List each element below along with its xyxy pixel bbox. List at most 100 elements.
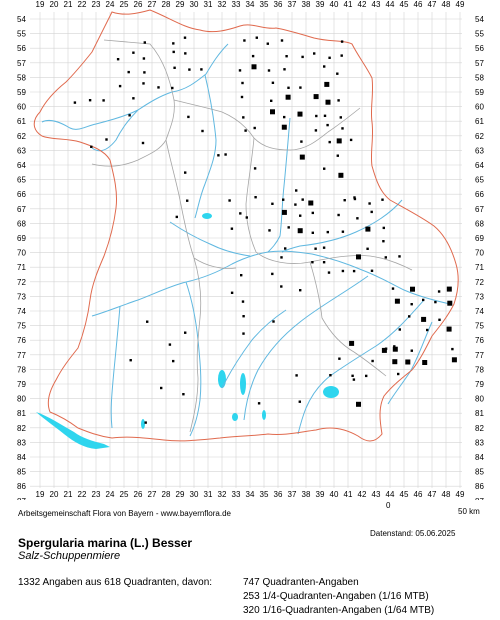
occurrence-dot	[175, 215, 178, 219]
x-label-top: 48	[442, 0, 451, 9]
x-label-top: 24	[106, 0, 115, 9]
occurrence-dot	[285, 55, 288, 58]
occurrence-dot	[184, 171, 187, 174]
x-label-bottom: 29	[176, 490, 185, 499]
occurrence-dot	[157, 86, 160, 89]
occurrence-dot	[398, 255, 401, 258]
occurrence-dot	[172, 359, 175, 363]
occurrence-dot	[283, 68, 286, 71]
y-label-left: 81	[17, 409, 26, 418]
occurrence-dot	[183, 36, 187, 39]
y-label-right: 58	[475, 73, 484, 82]
x-label-bottom: 22	[78, 490, 87, 499]
district-oberpfalz-border	[245, 137, 413, 271]
occurrence-dot	[299, 289, 302, 292]
occurrence-dot	[245, 216, 248, 219]
y-label-left: 57	[17, 59, 26, 68]
y-label-left: 65	[17, 176, 26, 185]
y-label-right: 59	[475, 88, 484, 97]
river-main	[41, 43, 229, 130]
occurrence-dot	[325, 99, 331, 105]
occurrence-dot	[368, 202, 371, 205]
occurrence-dot	[451, 357, 457, 363]
occurrence-dot	[381, 347, 387, 353]
occurrence-dot	[281, 124, 287, 130]
occurrence-dot	[172, 50, 175, 54]
occurrence-dot	[447, 300, 453, 306]
occurrence-dot	[314, 247, 317, 250]
x-label-bottom: 44	[386, 490, 395, 499]
y-label-left: 60	[17, 103, 26, 112]
y-label-left: 62	[17, 132, 26, 141]
y-label-left: 64	[17, 161, 26, 170]
occurrence-dot	[398, 328, 401, 331]
occurrence-dot	[105, 138, 108, 141]
x-label-top: 36	[274, 0, 283, 9]
x-label-top: 31	[204, 0, 213, 9]
x-label-bottom: 30	[190, 490, 199, 499]
occurrence-dot	[88, 99, 92, 102]
x-label-bottom: 36	[274, 490, 283, 499]
occurrence-dot	[297, 228, 303, 234]
x-label-bottom: 25	[120, 490, 129, 499]
y-label-right: 62	[475, 132, 484, 141]
y-label-right: 76	[475, 336, 484, 345]
y-label-left: 58	[17, 73, 26, 82]
occurrence-dot	[329, 374, 332, 377]
occurrence-dot	[184, 52, 187, 55]
occurrence-dot	[298, 400, 301, 403]
occurrence-dot	[282, 198, 285, 201]
occurrence-dot	[422, 360, 428, 365]
occurrence-dot	[410, 286, 415, 292]
occurrence-dot	[280, 285, 283, 288]
x-label-top: 34	[246, 0, 255, 9]
y-label-right: 64	[475, 161, 484, 170]
occurrence-dot	[182, 393, 185, 396]
occurrence-dot	[270, 109, 275, 115]
y-label-left: 83	[17, 438, 26, 447]
x-label-bottom: 49	[456, 490, 465, 499]
y-label-right: 68	[475, 219, 484, 228]
occurrence-dot	[405, 359, 411, 365]
x-label-top: 25	[120, 0, 129, 9]
x-label-top: 29	[176, 0, 185, 9]
occurrence-dot	[356, 217, 359, 220]
occurrence-dot	[132, 51, 135, 54]
stats-line-sixteenth: 320 1/16-Quadranten-Angaben (1/64 MTB)	[243, 605, 435, 616]
y-label-left: 68	[17, 219, 26, 228]
x-label-bottom: 24	[106, 490, 115, 499]
y-label-right: 63	[475, 146, 484, 155]
y-label-right: 60	[475, 103, 484, 112]
bavaria-border	[33, 9, 459, 442]
occurrence-dot	[328, 140, 331, 144]
x-label-bottom: 21	[64, 490, 73, 499]
x-label-bottom: 35	[260, 490, 269, 499]
y-label-left: 84	[17, 453, 26, 462]
distribution-map: 19 19 20 20 21 21 22 22 23 23 24 24 25 25 26 26 27 27 28 28…	[17, 0, 484, 500]
y-label-left: 82	[17, 424, 26, 433]
y-label-right: 86	[475, 482, 484, 491]
occurrence-dot	[242, 116, 245, 119]
x-label-top: 40	[330, 0, 339, 9]
occurrence-dot	[313, 52, 316, 55]
occurrence-dot	[323, 65, 326, 68]
occurrence-dot	[446, 326, 452, 332]
x-label-top: 42	[358, 0, 367, 9]
y-label-left: 76	[17, 336, 26, 345]
occurrence-dot	[268, 229, 271, 232]
x-label-bottom: 19	[36, 490, 45, 499]
y-label-right: 54	[475, 15, 484, 24]
occurrence-dot	[172, 42, 175, 45]
water-bodies	[36, 213, 339, 449]
data-date: Datenstand: 05.06.2025	[370, 529, 456, 538]
y-label-right: 77	[475, 351, 484, 360]
occurrence-dot	[200, 68, 203, 71]
occurrence-dot	[365, 226, 371, 232]
occurrence-dot	[323, 114, 327, 117]
occurrence-dot	[240, 274, 243, 277]
x-label-top: 41	[344, 0, 353, 9]
y-label-right: 56	[475, 44, 484, 53]
occurrence-dot	[311, 211, 314, 215]
occurrence-dot	[251, 64, 257, 70]
x-label-top: 27	[148, 0, 157, 9]
